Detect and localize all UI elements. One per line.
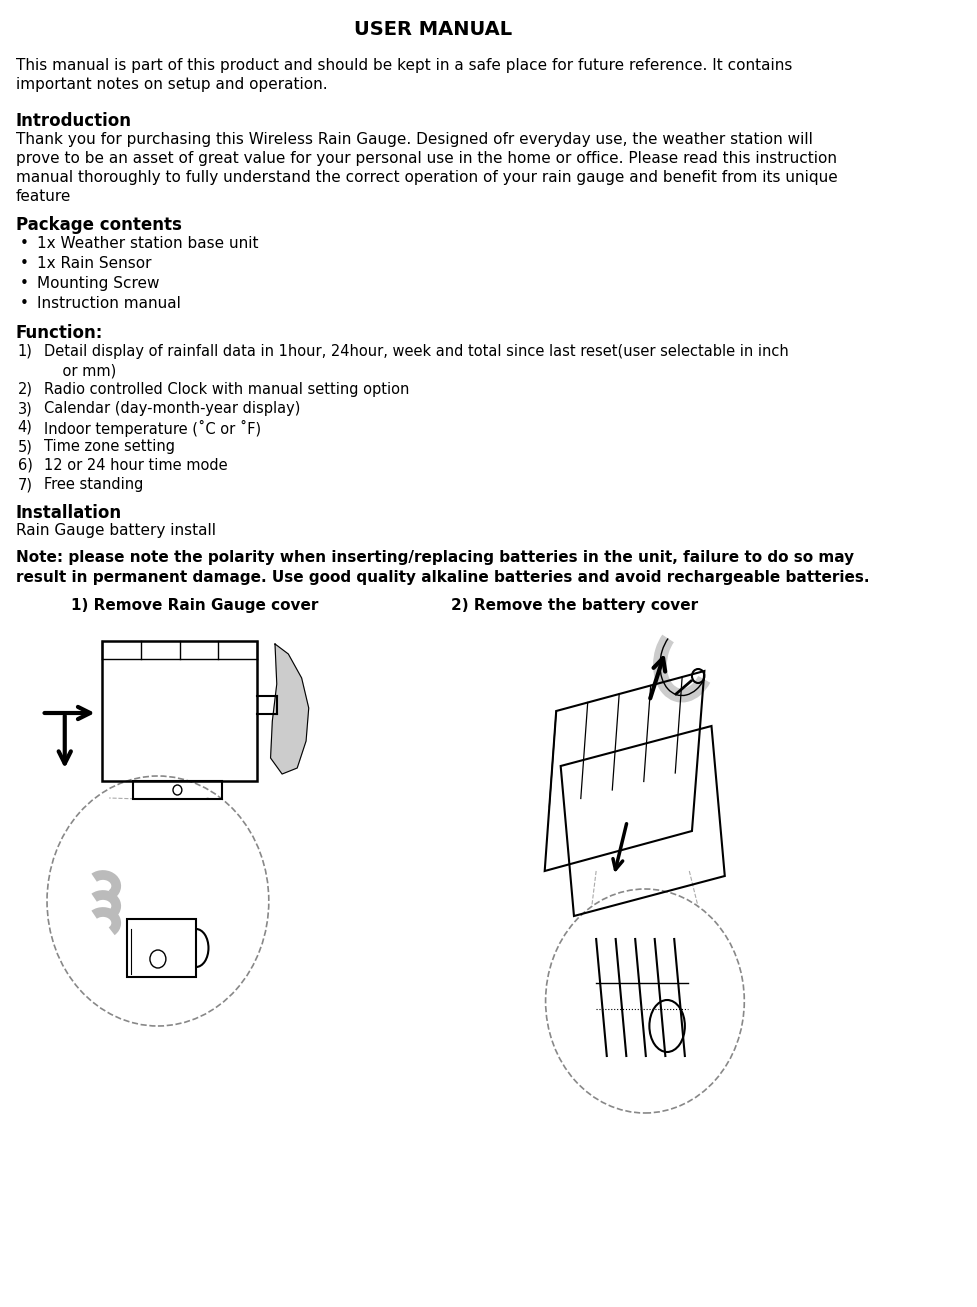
Bar	[133, 782, 222, 799]
Text: Rain Gauge battery install: Rain Gauge battery install	[16, 523, 216, 538]
Text: •: •	[20, 295, 28, 311]
Polygon shape	[271, 644, 309, 774]
Text: 1): 1)	[18, 344, 32, 359]
Text: 4): 4)	[18, 420, 32, 435]
Text: 1) Remove Rain Gauge cover: 1) Remove Rain Gauge cover	[71, 599, 319, 613]
Text: Time zone setting: Time zone setting	[44, 439, 175, 454]
Text: Note: please note the polarity when inserting/replacing batteries in the unit, f: Note: please note the polarity when inse…	[16, 550, 854, 565]
Text: 1x Weather station base unit: 1x Weather station base unit	[37, 237, 259, 251]
Text: 6): 6)	[18, 457, 32, 473]
Text: Mounting Screw: Mounting Screw	[37, 276, 160, 291]
Text: This manual is part of this product and should be kept in a safe place for futur: This manual is part of this product and …	[16, 58, 792, 73]
Text: Indoor temperature (˚C or ˚F): Indoor temperature (˚C or ˚F)	[44, 420, 262, 437]
Text: Function:: Function:	[16, 324, 104, 342]
Text: prove to be an asset of great value for your personal use in the home or office.: prove to be an asset of great value for …	[16, 152, 837, 166]
Text: result in permanent damage. Use good quality alkaline batteries and avoid rechar: result in permanent damage. Use good qua…	[16, 570, 870, 586]
Text: •: •	[20, 237, 28, 251]
Text: 1x Rain Sensor: 1x Rain Sensor	[37, 256, 151, 271]
Text: important notes on setup and operation.: important notes on setup and operation.	[16, 77, 327, 91]
Text: Thank you for purchasing this Wireless Rain Gauge. Designed ofr everyday use, th: Thank you for purchasing this Wireless R…	[16, 132, 813, 146]
Text: •: •	[20, 256, 28, 271]
Text: Installation: Installation	[16, 505, 122, 521]
Text: Package contents: Package contents	[16, 216, 182, 234]
Text: Introduction: Introduction	[16, 112, 132, 129]
Text: Calendar (day-month-year display): Calendar (day-month-year display)	[44, 401, 301, 416]
Text: 3): 3)	[18, 401, 32, 416]
Text: USER MANUAL: USER MANUAL	[355, 20, 512, 39]
Text: Instruction manual: Instruction manual	[37, 295, 181, 311]
Text: •: •	[20, 276, 28, 291]
Text: Detail display of rainfall data in 1hour, 24hour, week and total since last rese: Detail display of rainfall data in 1hour…	[44, 344, 789, 359]
Text: 2): 2)	[18, 382, 33, 397]
Text: manual thoroughly to fully understand the correct operation of your rain gauge a: manual thoroughly to fully understand th…	[16, 170, 837, 186]
Text: feature: feature	[16, 190, 71, 204]
Bar	[127, 919, 196, 978]
Bar	[102, 640, 257, 782]
Text: 12 or 24 hour time mode: 12 or 24 hour time mode	[44, 457, 228, 473]
Text: 2) Remove the battery cover: 2) Remove the battery cover	[450, 599, 698, 613]
Text: Free standing: Free standing	[44, 477, 144, 491]
Text: or mm): or mm)	[44, 363, 116, 378]
Text: 7): 7)	[18, 477, 33, 491]
Text: 5): 5)	[18, 439, 32, 454]
Text: Radio controlled Clock with manual setting option: Radio controlled Clock with manual setti…	[44, 382, 409, 397]
